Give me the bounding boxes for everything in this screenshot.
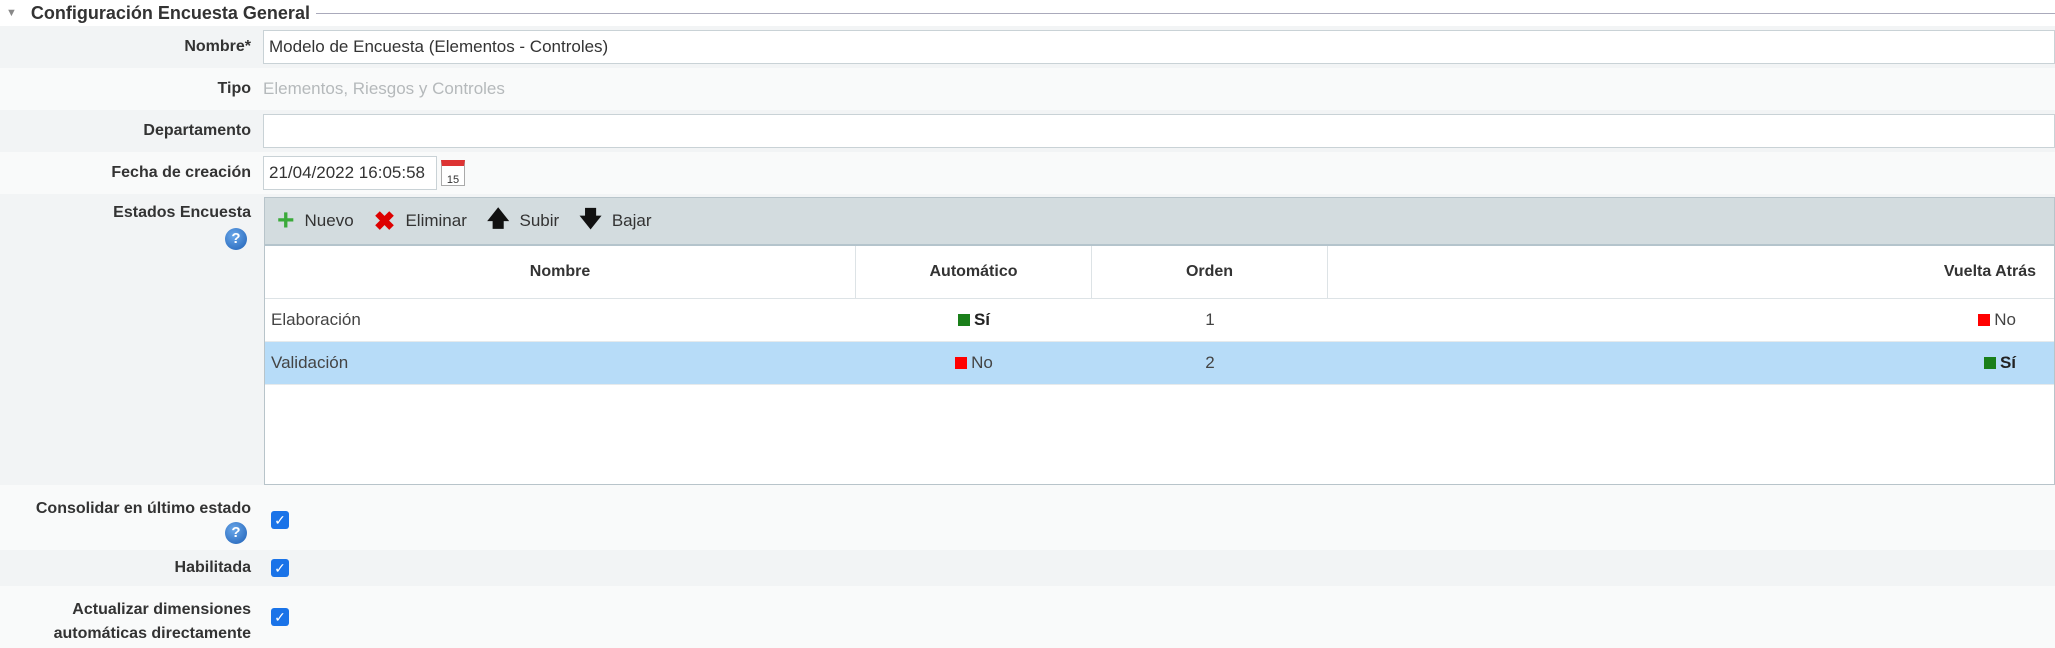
divider (315, 12, 2055, 14)
delete-x-icon: ✖ (373, 205, 396, 236)
cell-nombre: Elaboración (265, 299, 856, 342)
table-row[interactable]: Validación No 2 Sí (265, 342, 2054, 385)
arrow-down-icon: 🡇 (579, 206, 602, 231)
fecha-input[interactable]: 21/04/2022 16:05:58 (263, 156, 437, 190)
cell-automatico: No (856, 342, 1092, 385)
nombre-row: Nombre* Modelo de Encuesta (Elementos - … (0, 26, 2055, 68)
cell-orden: 1 (1092, 299, 1328, 342)
habilitada-row: Habilitada ✓ (0, 550, 2055, 586)
yes-indicator-icon (957, 314, 970, 326)
actualizar-row: Actualizar dimensiones automáticas direc… (0, 586, 2055, 648)
estados-label: Estados Encuesta (113, 204, 251, 221)
plus-icon: + (277, 204, 295, 237)
subir-button[interactable]: 🡅 Subir (487, 202, 559, 240)
consolidar-label: Consolidar en último estado (35, 500, 251, 517)
actualizar-checkbox[interactable]: ✓ (271, 608, 289, 626)
tipo-value: Elementos, Riesgos y Controles (263, 79, 505, 98)
consolidar-row: Consolidar en último estado ? ✓ (0, 485, 2055, 550)
nombre-label: Nombre* (184, 38, 251, 55)
fecha-label: Fecha de creación (111, 164, 251, 181)
fecha-row: Fecha de creación 21/04/2022 16:05:58 15 (0, 152, 2055, 194)
departamento-label: Departamento (143, 122, 251, 139)
consolidar-checkbox[interactable]: ✓ (271, 511, 289, 529)
yes-indicator-icon (1983, 357, 1996, 369)
col-vuelta-atras[interactable]: Vuelta Atrás (1328, 246, 2054, 299)
section-title: Configuración Encuesta General (30, 2, 310, 23)
section-header[interactable]: ▼ Configuración Encuesta General (0, 0, 2055, 26)
eliminar-button[interactable]: ✖ Eliminar (373, 205, 467, 236)
nombre-input[interactable]: Modelo de Encuesta (Elementos - Controle… (263, 30, 2055, 64)
grid-header: Nombre Automático Orden Vuelta Atrás (265, 246, 2054, 299)
cell-vuelta-atras: No (1328, 299, 2054, 342)
habilitada-label: Habilitada (174, 559, 251, 576)
cell-orden: 2 (1092, 342, 1328, 385)
col-automatico[interactable]: Automático (856, 246, 1092, 299)
table-row[interactable]: Elaboración Sí 1 No (265, 299, 2054, 342)
arrow-up-icon: 🡅 (486, 206, 510, 231)
nuevo-button[interactable]: + Nuevo (277, 204, 354, 237)
col-nombre[interactable]: Nombre (265, 246, 856, 299)
no-indicator-icon (1978, 314, 1991, 326)
tipo-label: Tipo (217, 80, 251, 97)
grid-toolbar: + Nuevo ✖ Eliminar 🡅 Subir 🡇 Bajar (265, 198, 2054, 246)
departamento-input[interactable] (263, 114, 2055, 148)
col-orden[interactable]: Orden (1092, 246, 1328, 299)
estados-grid: + Nuevo ✖ Eliminar 🡅 Subir 🡇 Bajar Nombre Au… (264, 197, 2055, 485)
collapse-triangle-icon[interactable]: ▼ (6, 7, 17, 19)
cell-vuelta-atras: Sí (1328, 342, 2054, 385)
cell-nombre: Validación (265, 342, 856, 385)
departamento-row: Departamento (0, 110, 2055, 152)
tipo-row: Tipo Elementos, Riesgos y Controles (0, 68, 2055, 110)
actualizar-label-line1: Actualizar dimensiones (72, 601, 251, 618)
calendar-icon[interactable]: 15 (441, 160, 465, 186)
no-indicator-icon (955, 357, 968, 369)
habilitada-checkbox[interactable]: ✓ (271, 559, 289, 577)
help-icon[interactable]: ? (225, 228, 247, 250)
help-icon[interactable]: ? (225, 522, 247, 544)
cell-automatico: Sí (856, 299, 1092, 342)
actualizar-label-line2: automáticas directamente (53, 625, 251, 642)
bajar-button[interactable]: 🡇 Bajar (579, 202, 651, 240)
